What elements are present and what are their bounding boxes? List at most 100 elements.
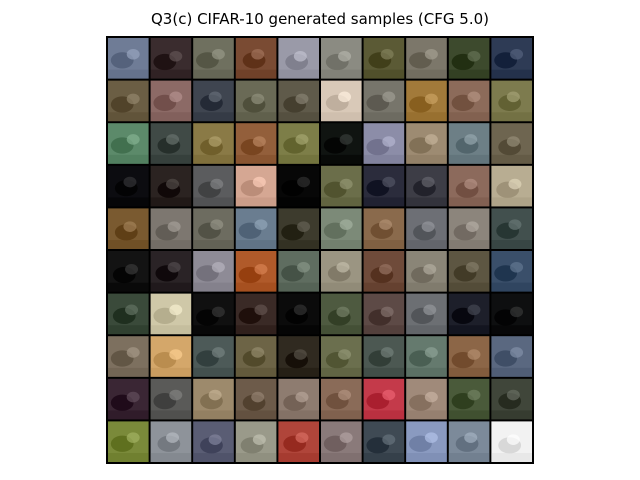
- sample-image-r8-c2: [150, 336, 192, 377]
- sample-image-r6-c2: [150, 251, 192, 292]
- sample-image-r8-c5: [278, 336, 319, 377]
- sample-image-r6-c9: [448, 251, 490, 292]
- sample-image-r5-c9: [448, 208, 490, 249]
- sample-image-r7-c2: [150, 293, 192, 335]
- sample-image-r6-c8: [406, 251, 447, 292]
- sample-image-r1-c8: [406, 38, 447, 79]
- sample-image-r1-c1: [108, 38, 149, 79]
- sample-image-r4-c8: [406, 165, 447, 207]
- sample-image-r7-c8: [406, 293, 447, 335]
- sample-image-r7-c9: [448, 293, 490, 335]
- sample-image-r4-c5: [278, 165, 319, 207]
- sample-image-r2-c5: [278, 80, 319, 122]
- sample-image-r9-c4: [235, 378, 277, 420]
- sample-image-r9-c1: [108, 378, 149, 420]
- sample-image-r1-c3: [193, 38, 234, 79]
- sample-image-r3-c7: [363, 123, 405, 164]
- sample-image-r10-c7: [363, 421, 405, 462]
- sample-image-r6-c6: [321, 251, 362, 292]
- sample-image-r4-c10: [491, 165, 532, 207]
- sample-image-r7-c7: [363, 293, 405, 335]
- sample-image-r7-c5: [278, 293, 319, 335]
- sample-grid: [106, 36, 534, 464]
- sample-image-r8-c4: [235, 336, 277, 377]
- sample-image-r2-c4: [235, 80, 277, 122]
- sample-image-r2-c7: [363, 80, 405, 122]
- sample-image-r10-c5: [278, 421, 319, 462]
- sample-image-r9-c3: [193, 378, 234, 420]
- sample-image-r5-c6: [321, 208, 362, 249]
- sample-image-r3-c3: [193, 123, 234, 164]
- sample-image-r3-c5: [278, 123, 319, 164]
- sample-image-r10-c9: [448, 421, 490, 462]
- sample-image-r7-c1: [108, 293, 149, 335]
- sample-image-r3-c9: [448, 123, 490, 164]
- sample-image-r3-c8: [406, 123, 447, 164]
- sample-image-r1-c7: [363, 38, 405, 79]
- sample-image-r1-c5: [278, 38, 319, 79]
- sample-image-r10-c3: [193, 421, 234, 462]
- sample-image-r6-c7: [363, 251, 405, 292]
- sample-image-r4-c1: [108, 165, 149, 207]
- sample-image-r6-c3: [193, 251, 234, 292]
- sample-image-r7-c10: [491, 293, 532, 335]
- sample-image-r5-c10: [491, 208, 532, 249]
- sample-image-r5-c7: [363, 208, 405, 249]
- sample-image-r4-c3: [193, 165, 234, 207]
- sample-image-r5-c1: [108, 208, 149, 249]
- sample-image-r2-c10: [491, 80, 532, 122]
- sample-image-r7-c4: [235, 293, 277, 335]
- sample-image-r5-c3: [193, 208, 234, 249]
- figure-title: Q3(c) CIFAR-10 generated samples (CFG 5.…: [151, 10, 489, 28]
- sample-image-r5-c5: [278, 208, 319, 249]
- sample-image-r9-c10: [491, 378, 532, 420]
- sample-image-r9-c5: [278, 378, 319, 420]
- sample-image-r4-c6: [321, 165, 362, 207]
- sample-grid-svg: [108, 38, 532, 462]
- sample-image-r3-c2: [150, 123, 192, 164]
- sample-image-r1-c4: [235, 38, 277, 79]
- sample-image-r9-c2: [150, 378, 192, 420]
- sample-image-r10-c8: [406, 421, 447, 462]
- sample-image-r10-c10: [491, 421, 532, 462]
- sample-image-r5-c2: [150, 208, 192, 249]
- sample-image-r8-c6: [321, 336, 362, 377]
- sample-image-r3-c4: [235, 123, 277, 164]
- sample-image-r6-c4: [235, 251, 277, 292]
- sample-image-r3-c1: [108, 123, 149, 164]
- sample-image-r6-c1: [108, 251, 149, 292]
- sample-image-r2-c8: [406, 80, 447, 122]
- sample-image-r7-c3: [193, 293, 234, 335]
- sample-image-r9-c6: [321, 378, 362, 420]
- sample-image-r4-c4: [235, 165, 277, 207]
- sample-image-r2-c2: [150, 80, 192, 122]
- sample-image-r2-c9: [448, 80, 490, 122]
- sample-image-r5-c8: [406, 208, 447, 249]
- sample-image-r1-c10: [491, 38, 532, 79]
- sample-image-r8-c9: [448, 336, 490, 377]
- sample-image-r2-c6: [321, 80, 362, 122]
- sample-image-r6-c5: [278, 251, 319, 292]
- sample-image-r8-c1: [108, 336, 149, 377]
- sample-image-r2-c1: [108, 80, 149, 122]
- sample-image-r1-c6: [321, 38, 362, 79]
- sample-image-r9-c9: [448, 378, 490, 420]
- sample-image-r8-c3: [193, 336, 234, 377]
- sample-image-r10-c2: [150, 421, 192, 462]
- sample-image-r4-c2: [150, 165, 192, 207]
- sample-image-r8-c7: [363, 336, 405, 377]
- sample-image-r9-c8: [406, 378, 447, 420]
- sample-image-r2-c3: [193, 80, 234, 122]
- sample-image-r10-c6: [321, 421, 362, 462]
- sample-image-r6-c10: [491, 251, 532, 292]
- sample-image-r4-c9: [448, 165, 490, 207]
- sample-image-r8-c8: [406, 336, 447, 377]
- sample-image-r3-c6: [321, 123, 362, 164]
- sample-image-r8-c10: [491, 336, 532, 377]
- sample-image-r9-c7: [363, 378, 405, 420]
- sample-image-r3-c10: [491, 123, 532, 164]
- sample-image-r10-c4: [235, 421, 277, 462]
- sample-image-r1-c9: [448, 38, 490, 79]
- sample-image-r4-c7: [363, 165, 405, 207]
- sample-image-r10-c1: [108, 421, 149, 462]
